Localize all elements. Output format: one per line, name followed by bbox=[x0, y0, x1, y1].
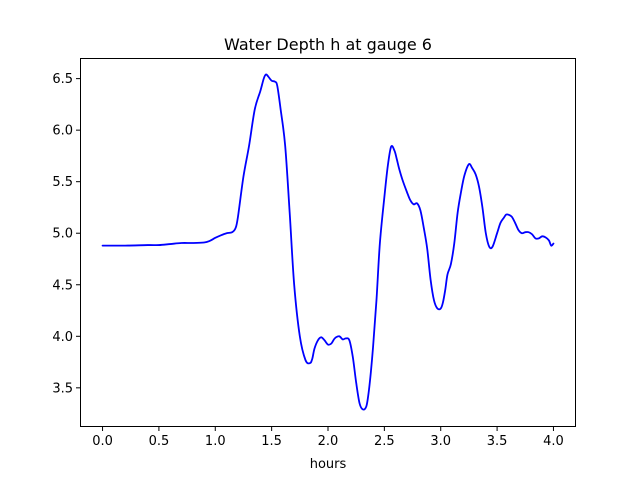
x-tick-label: 2.0 bbox=[318, 434, 339, 449]
x-tick-label: 3.5 bbox=[487, 434, 508, 449]
y-tick-label: 3.5 bbox=[52, 381, 73, 396]
x-axis-ticks: 0.0 0.5 1.0 1.5 2.0 2.5 3.0 3.5 4.0 bbox=[92, 427, 564, 449]
plot-frame bbox=[80, 58, 576, 427]
x-tick-label: 0.5 bbox=[149, 434, 170, 449]
x-tick-label: 1.0 bbox=[205, 434, 226, 449]
plot-area bbox=[80, 58, 576, 427]
chart-title: Water Depth h at gauge 6 bbox=[224, 35, 432, 54]
x-tick-label: 4.0 bbox=[543, 434, 564, 449]
x-axis-label: hours bbox=[310, 457, 347, 472]
x-tick-label: 0.0 bbox=[92, 434, 113, 449]
x-tick-label: 2.5 bbox=[374, 434, 395, 449]
y-tick-label: 5.0 bbox=[52, 227, 73, 242]
y-tick-label: 6.5 bbox=[52, 72, 73, 87]
y-tick-label: 4.0 bbox=[52, 330, 73, 345]
x-tick-label: 3.0 bbox=[430, 434, 451, 449]
y-tick-label: 5.5 bbox=[52, 175, 73, 190]
y-tick-label: 4.5 bbox=[52, 278, 73, 293]
series-line bbox=[101, 73, 555, 411]
y-tick-label: 6.0 bbox=[52, 124, 73, 139]
x-tick-label: 1.5 bbox=[261, 434, 282, 449]
y-axis-ticks: 3.5 4.0 4.5 5.0 5.5 6.0 6.5 bbox=[52, 72, 80, 396]
